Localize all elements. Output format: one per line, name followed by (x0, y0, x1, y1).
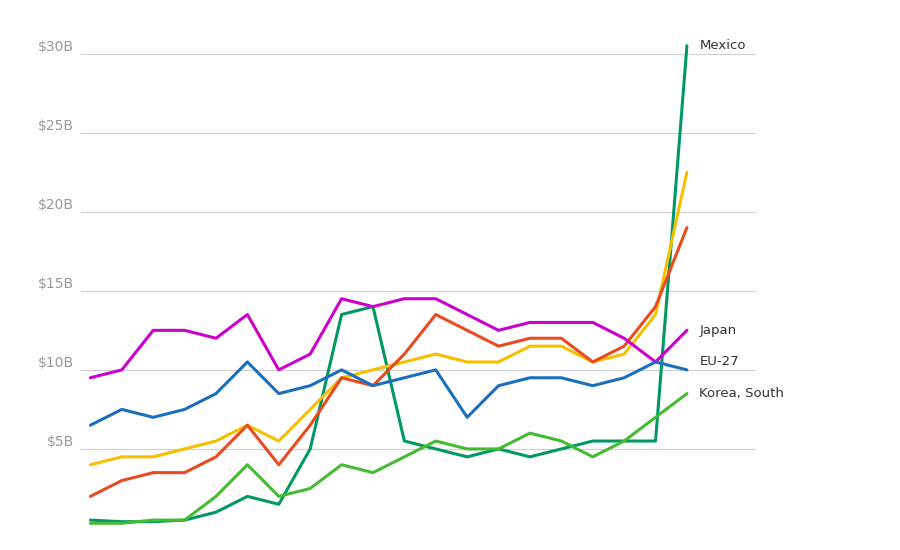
Text: Japan: Japan (699, 324, 736, 337)
Text: EU-27: EU-27 (699, 355, 739, 368)
Text: Korea, South: Korea, South (699, 387, 785, 400)
Text: Mexico: Mexico (699, 39, 746, 52)
